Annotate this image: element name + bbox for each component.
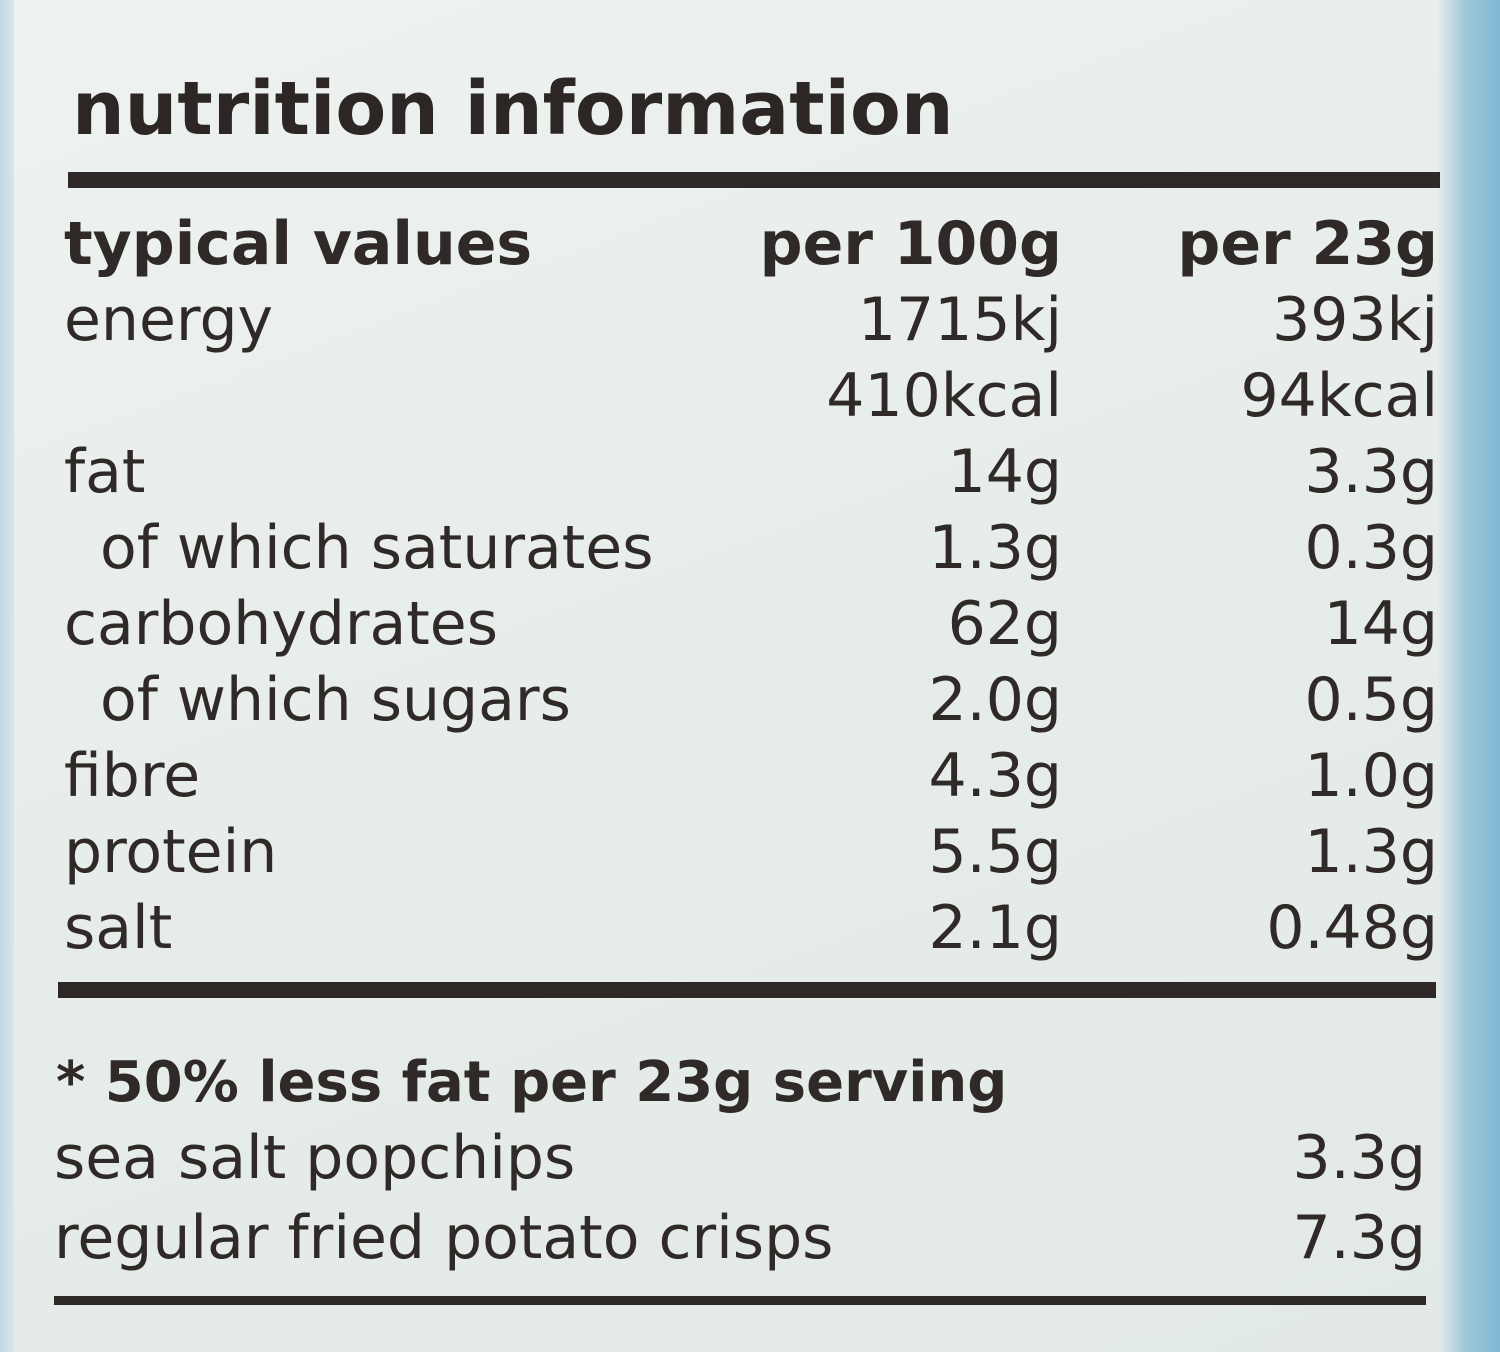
comparison-value: 3.3g — [1292, 1123, 1426, 1193]
row-per-100g: 4.3g — [928, 741, 1062, 811]
packaging-edge-left — [0, 0, 14, 1352]
row-label: fibre — [64, 741, 201, 811]
page-title: nutrition information — [72, 66, 954, 152]
row-per-serving: 393kj — [1272, 285, 1438, 355]
table-row-saturates: of which saturates 1.3g 0.3g — [0, 508, 1500, 588]
table-header: typical values per 100g per 23g — [0, 204, 1500, 284]
row-label: fat — [64, 437, 146, 507]
comparison-row-crisps: regular fried potato crisps 7.3g — [0, 1198, 1500, 1278]
row-per-serving: 3.3g — [1304, 437, 1438, 507]
row-per-100g: 1.3g — [928, 513, 1062, 583]
row-label: of which saturates — [100, 513, 654, 583]
row-per-100g: 2.1g — [928, 893, 1062, 963]
row-per-serving: 1.3g — [1304, 817, 1438, 887]
table-row-salt: salt 2.1g 0.48g — [0, 888, 1500, 968]
divider-bottom — [54, 1296, 1426, 1305]
row-per-serving: 1.0g — [1304, 741, 1438, 811]
table-row-energy-kj: energy 1715kj 393kj — [0, 280, 1500, 360]
row-per-100g: 1715kj — [857, 285, 1062, 355]
comparison-value: 7.3g — [1292, 1203, 1426, 1273]
header-label: typical values — [64, 209, 533, 279]
comparison-label: sea salt popchips — [54, 1123, 576, 1193]
comparison-row-popchips: sea salt popchips 3.3g — [0, 1118, 1500, 1198]
header-per-serving: per 23g — [1177, 209, 1438, 279]
row-per-100g: 410kcal — [826, 361, 1062, 431]
divider-top — [68, 172, 1440, 188]
table-row-fat: fat 14g 3.3g — [0, 432, 1500, 512]
row-per-100g: 2.0g — [928, 665, 1062, 735]
table-row-carbohydrates: carbohydrates 62g 14g — [0, 584, 1500, 664]
table-row-sugars: of which sugars 2.0g 0.5g — [0, 660, 1500, 740]
row-per-serving: 0.5g — [1304, 665, 1438, 735]
row-per-100g: 5.5g — [928, 817, 1062, 887]
row-label: carbohydrates — [64, 589, 498, 659]
table-row-energy-kcal: 410kcal 94kcal — [0, 356, 1500, 436]
row-label: protein — [64, 817, 278, 887]
row-per-100g: 14g — [947, 437, 1062, 507]
comparison-label: regular fried potato crisps — [54, 1203, 834, 1273]
row-label: salt — [64, 893, 173, 963]
packaging-edge-right — [1438, 0, 1500, 1352]
table-row-protein: protein 5.5g 1.3g — [0, 812, 1500, 892]
row-label: energy — [64, 285, 274, 355]
row-per-100g: 62g — [947, 589, 1062, 659]
table-row-fibre: fibre 4.3g 1.0g — [0, 736, 1500, 816]
row-per-serving: 14g — [1323, 589, 1438, 659]
divider-middle — [58, 982, 1436, 998]
fat-comparison-note: * 50% less fat per 23g serving — [56, 1050, 1008, 1115]
row-per-serving: 94kcal — [1240, 361, 1438, 431]
row-per-serving: 0.3g — [1304, 513, 1438, 583]
row-per-serving: 0.48g — [1266, 893, 1438, 963]
row-label: of which sugars — [100, 665, 571, 735]
header-per-100g: per 100g — [759, 209, 1062, 279]
